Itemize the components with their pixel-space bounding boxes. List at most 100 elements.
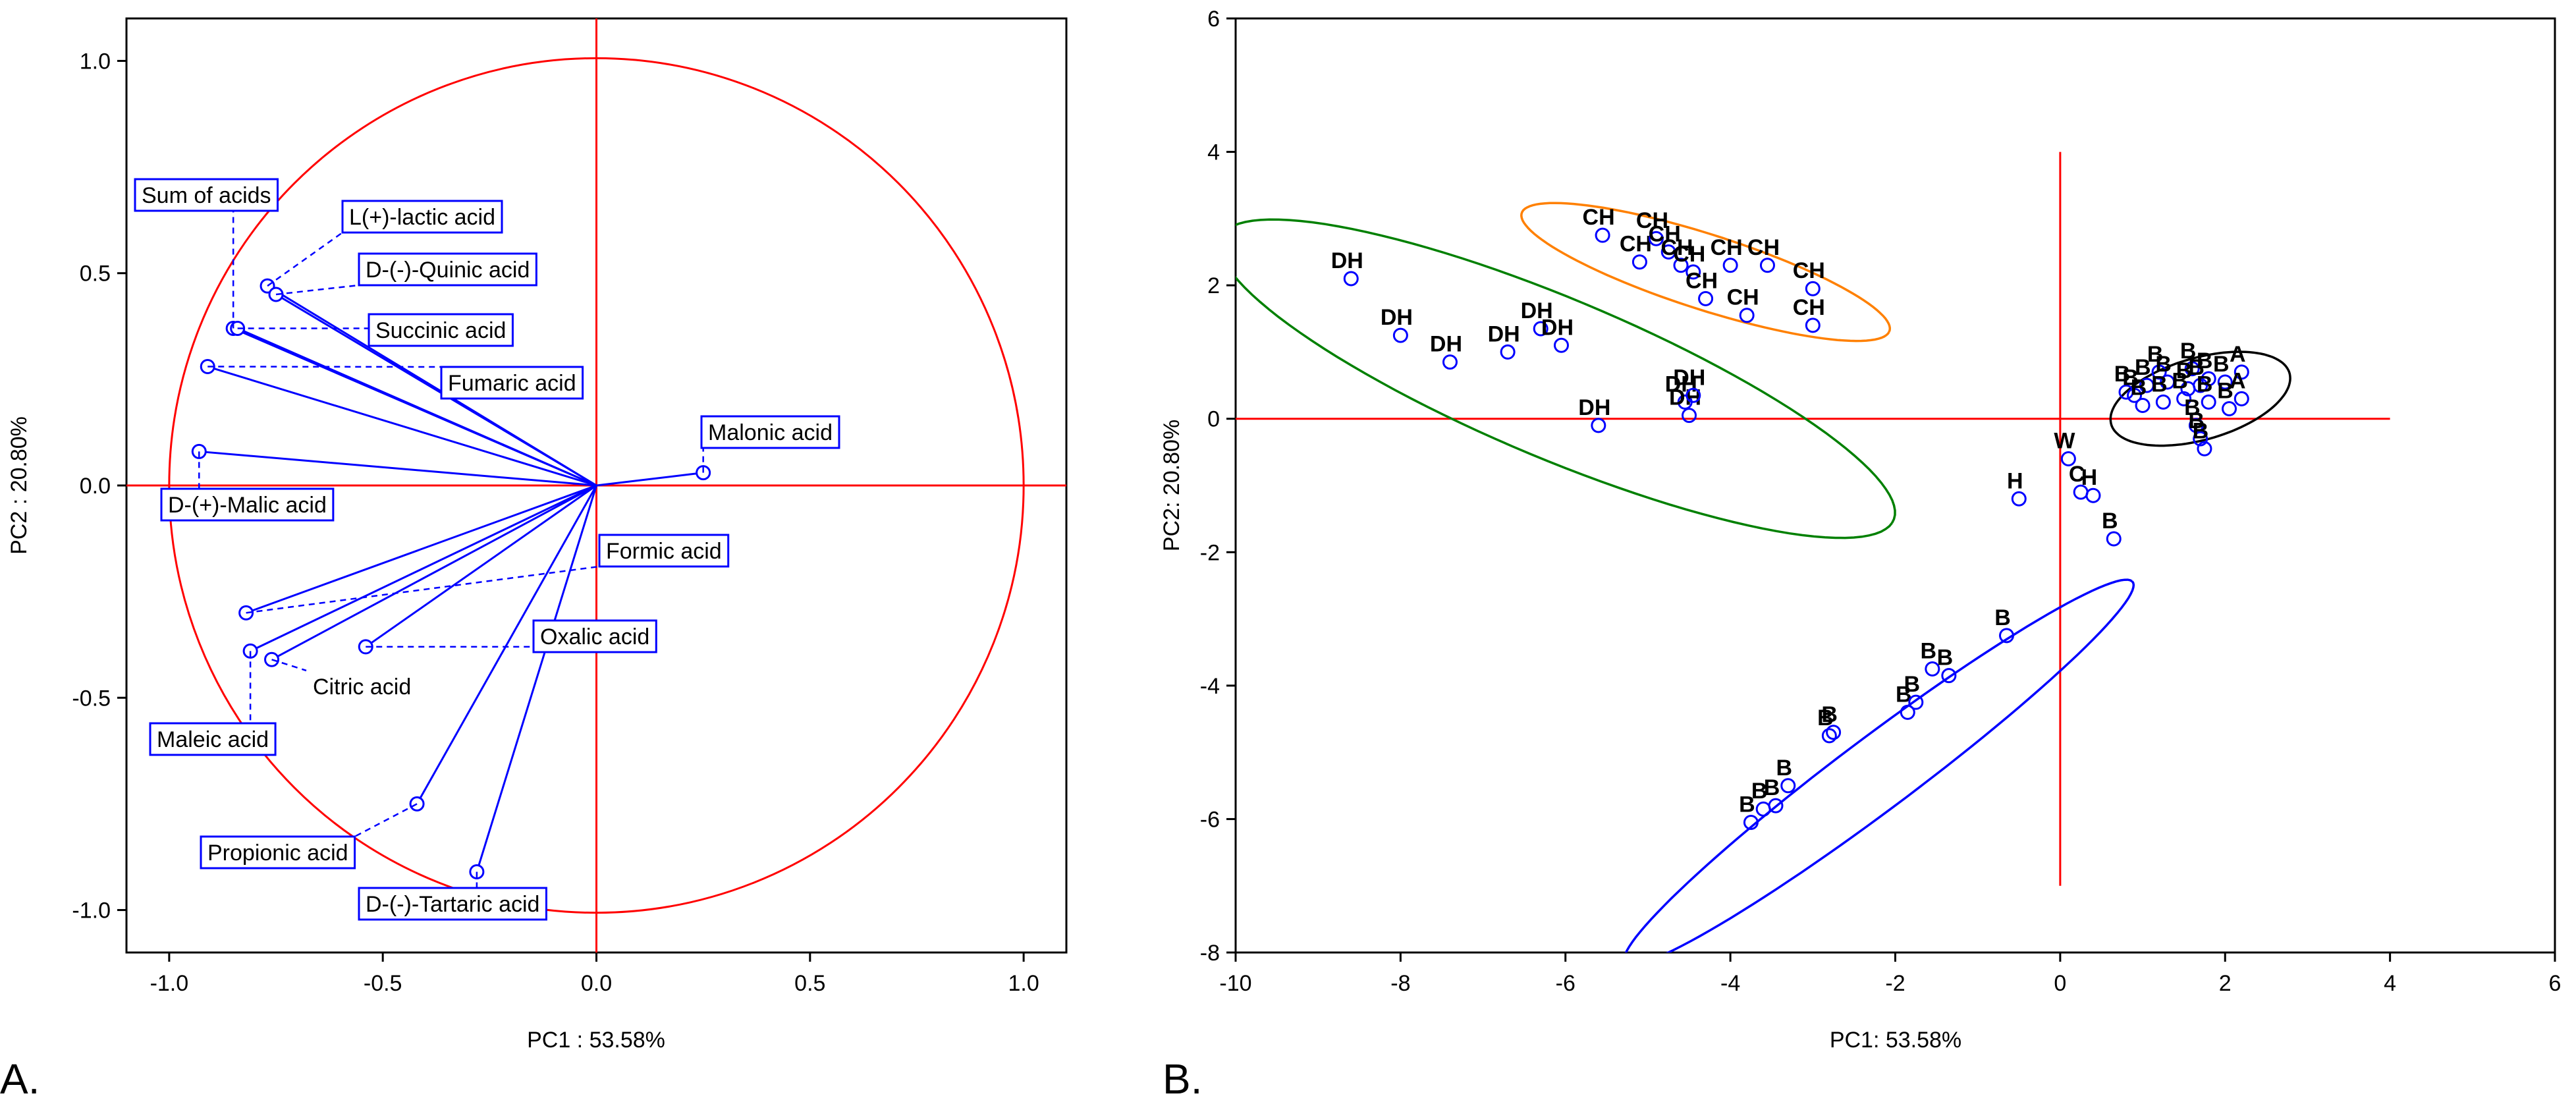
panel-a-label-leader-line xyxy=(275,284,360,296)
panel-b-score-point xyxy=(1805,317,1821,333)
panel-b-score-point xyxy=(1900,704,1915,720)
panel-a-variable-label-box xyxy=(341,200,503,234)
panel-b-point-label: B xyxy=(1921,639,1937,664)
panel-b-point-label: DH xyxy=(1381,305,1413,330)
panel-a-loading-vector xyxy=(416,485,597,805)
panel-b-score-point xyxy=(2193,377,2208,393)
panel-b-point-label: DH xyxy=(1430,332,1462,357)
panel-b-point-label: B xyxy=(1739,792,1755,817)
panel-b-point-label: DH xyxy=(1521,298,1553,323)
panel-a-y-axis-label: PC2 : 20.80% xyxy=(7,416,32,555)
panel-b-score-point xyxy=(2201,394,2216,410)
panel-b-x-axis-label: PC1: 53.58% xyxy=(1830,1028,1961,1053)
panel-b-point-label: B xyxy=(2147,342,2164,367)
panel-b-group-ellipse xyxy=(2109,350,2291,447)
panel-b-point-label: A xyxy=(2230,368,2246,393)
panel-b-score-point xyxy=(1743,814,1759,830)
panel-b-score-point xyxy=(1821,728,1837,744)
panel-a-loading-vector xyxy=(476,485,597,872)
panel-a-variable-label-box xyxy=(200,835,356,869)
panel-b-point-label: B xyxy=(2172,368,2188,393)
panel-b-point-label: B xyxy=(2188,408,2205,433)
panel-a-y-tick-label: 0.0 xyxy=(80,474,111,499)
panel-b-score-point xyxy=(2193,431,2208,447)
panel-a-x-axis-label: PC1 : 53.58% xyxy=(527,1028,665,1053)
panel-b-score-point xyxy=(2151,364,2167,380)
panel-b-point-label: B xyxy=(1821,702,1838,727)
panel-b-point-label: CH xyxy=(1673,242,1705,267)
panel-b-x-tick-label: 0 xyxy=(2054,971,2066,996)
panel-a-y-tick-label: -0.5 xyxy=(72,686,111,711)
panel-a-loading-vector xyxy=(237,327,597,487)
panel-b-point-label: A xyxy=(2230,342,2246,367)
panel-a-x-tick-label: 1.0 xyxy=(1008,971,1039,996)
panel-b-point-label: CH xyxy=(1711,235,1743,260)
panel-b-point-label: B xyxy=(2122,365,2139,390)
panel-a-loading-vector xyxy=(250,484,597,652)
panel-b-point-label: CH xyxy=(1649,222,1681,247)
panel-b-score-point xyxy=(1739,308,1755,323)
panel-b-score-point xyxy=(1999,628,2015,644)
panel-a-variable-label: Malonic acid xyxy=(708,420,833,445)
panel-b-score-point xyxy=(1941,668,1957,684)
panel-b-point-label: B xyxy=(2131,375,2147,400)
panel-b-score-point xyxy=(1631,254,1647,270)
panel-a-variable-label: Citric acid xyxy=(313,675,411,700)
panel-a-variable-label: Oxalic acid xyxy=(540,624,649,649)
panel-b-point-label: CH xyxy=(1727,285,1759,310)
panel-b-point-label: DH xyxy=(1665,372,1697,397)
panel-a-x-tick-label: 0.0 xyxy=(581,971,612,996)
panel-b-point-label: DH xyxy=(1331,248,1363,273)
panel-a-loading-vector xyxy=(199,450,597,487)
panel-b-score-point xyxy=(1908,694,1924,710)
panel-b-point-label: B xyxy=(2176,358,2193,383)
panel-a-variable-label: Fumaric acid xyxy=(448,371,576,396)
panel-b-point-label: B xyxy=(2213,352,2230,377)
panel-b-point-label: DH xyxy=(1673,365,1705,390)
panel-a-variable-label-box xyxy=(700,415,840,449)
panel-b-plot-frame xyxy=(1234,17,2556,954)
panel-a-variable-label-box xyxy=(358,252,537,287)
panel-a-loading-vector xyxy=(246,484,597,614)
panel-b-score-point xyxy=(2127,387,2143,403)
panel-b-score-point xyxy=(2222,401,2237,417)
panel-b-point-label: CH xyxy=(1636,208,1668,233)
panel-a-loadings-plot: -1.0 -0.5 0.0 0.5 1.0 -1.0 -0.5 0.0 0.5 1.0 Sum … xyxy=(0,17,1068,1103)
panel-b-point-label: B xyxy=(1776,756,1792,781)
panel-b-point-label: C xyxy=(2069,462,2085,487)
panel-b-point-label: B xyxy=(2197,348,2213,373)
panel-b-point-label: B xyxy=(2114,362,2131,387)
panel-a-loading-vector xyxy=(207,366,597,487)
panel-b-score-point xyxy=(1673,258,1689,273)
panel-b-score-point xyxy=(2155,394,2171,410)
panel-b-score-point xyxy=(1533,321,1548,337)
panel-b-point-label: B xyxy=(2102,509,2118,534)
panel-b-y-tick-label: 4 xyxy=(1207,140,1220,165)
panel-b-point-label: B xyxy=(2180,339,2197,364)
panel-b-point-label: CH xyxy=(1685,268,1718,293)
panel-b-x-tick-label: 4 xyxy=(2384,971,2396,996)
panel-b-score-point xyxy=(1780,778,1796,794)
panel-b-point-label: CH xyxy=(1793,258,1825,283)
panel-a-variable-label-box xyxy=(598,534,730,568)
panel-b-score-point xyxy=(1392,327,1408,343)
panel-a-variable-label-box xyxy=(440,366,584,400)
panel-a-variable-label: D-(-)-Tartaric acid xyxy=(366,892,539,917)
panel-b-score-point xyxy=(1682,408,1697,424)
panel-b-point-label: B xyxy=(1764,775,1780,800)
panel-b-score-point xyxy=(2233,391,2249,406)
panel-b-point-label: B xyxy=(2197,372,2213,397)
panel-b-point-label: DH xyxy=(1488,321,1520,346)
panel-b-score-point xyxy=(1591,418,1606,433)
panel-b-point-label: DH xyxy=(1541,315,1574,340)
panel-a-x-tick-label: -1.0 xyxy=(150,971,189,996)
panel-a-variable-label-box xyxy=(368,313,514,347)
panel-a-label-leader-line xyxy=(354,803,418,838)
panel-b-score-point xyxy=(1500,344,1516,360)
panel-a-variable-label: Succinic acid xyxy=(375,318,506,343)
panel-a-variable-label-box xyxy=(160,487,335,522)
panel-b-y-tick-label: -2 xyxy=(1200,540,1220,565)
panel-b-score-point xyxy=(2233,364,2249,380)
